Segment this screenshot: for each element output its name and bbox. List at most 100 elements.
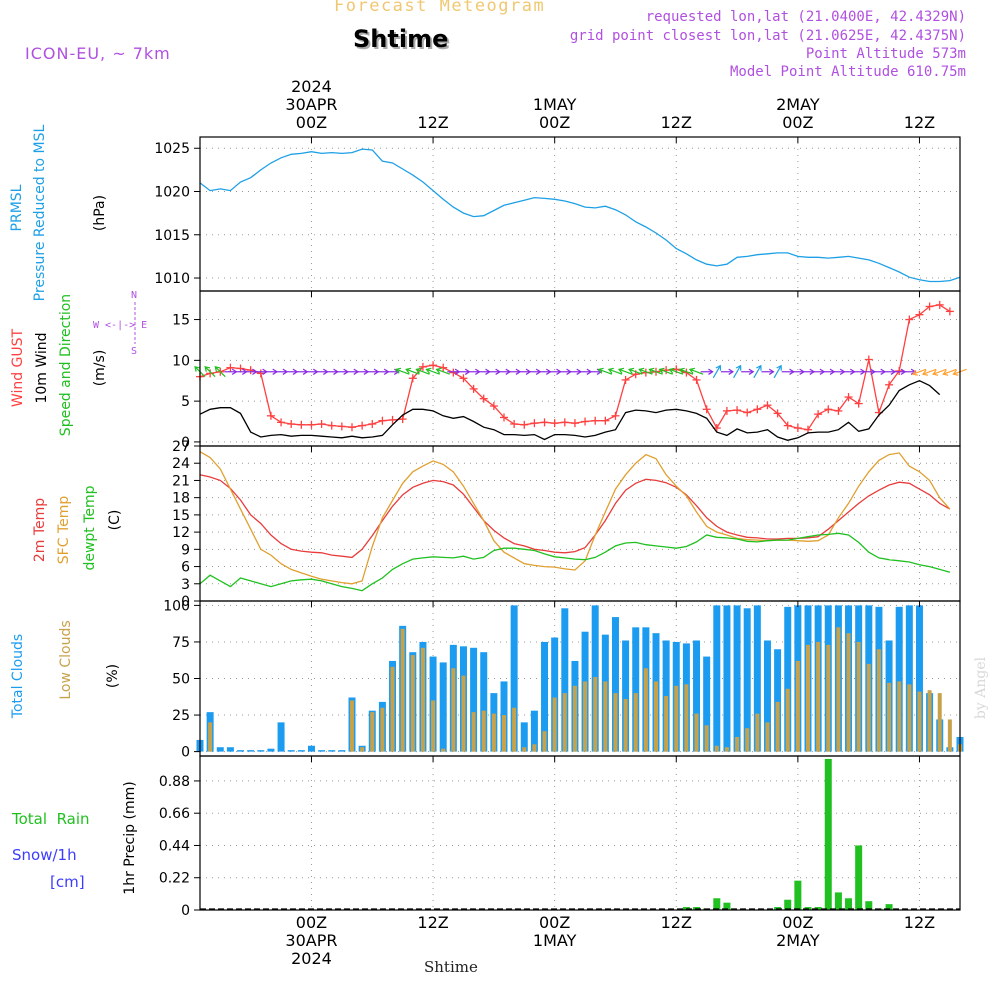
arrow-head: [708, 368, 714, 375]
low-cloud-bar: [451, 668, 456, 752]
wind-direction-arrow: [638, 367, 653, 375]
gust-marker: [520, 420, 529, 429]
top-hour-label: 00Z: [782, 113, 813, 132]
wind-direction-arrow: [942, 368, 957, 376]
gust-marker: [753, 405, 762, 414]
arrow-shaft: [426, 368, 440, 375]
rain-bar: [723, 902, 731, 910]
y-tick-label: 27: [172, 439, 190, 455]
total-cloud-bar: [237, 750, 245, 752]
gust-marker: [378, 416, 387, 425]
arrow-head: [932, 369, 939, 376]
total-cloud-bar: [277, 722, 285, 752]
total-cloud-bar: [784, 606, 792, 752]
y-tick-label: 1020: [154, 185, 190, 201]
arrow-shaft: [436, 368, 450, 375]
y-tick-label: 10: [172, 353, 190, 369]
gust-marker: [814, 410, 823, 419]
rain-bar: [885, 904, 893, 910]
gust-marker: [905, 315, 914, 324]
rain-bar: [845, 898, 853, 910]
low-cloud-bar: [623, 698, 628, 752]
top-hour-label: 12Z: [417, 113, 448, 132]
top-hour-label: 12Z: [661, 113, 692, 132]
gust-marker: [287, 419, 296, 428]
gust-marker: [297, 420, 306, 429]
series-line-2m-temp: [199, 474, 951, 559]
gust-marker: [824, 405, 833, 414]
gust-marker: [783, 421, 792, 430]
panel-frames: [199, 136, 961, 911]
gust-marker: [226, 363, 235, 372]
gust-marker: [864, 355, 873, 364]
wind-direction-arrow: [658, 367, 673, 375]
total-cloud-bar: [328, 750, 336, 752]
wind-direction-arrow: [617, 367, 633, 375]
low-cloud-bar: [643, 668, 648, 752]
gust-marker: [885, 380, 894, 389]
wind-dir-label: Speed and Direction: [58, 293, 74, 437]
low-cloud-bar: [897, 681, 902, 752]
gust-marker: [317, 419, 326, 428]
arrow-head: [776, 364, 782, 371]
low-cloud-bar: [917, 691, 922, 752]
wind-direction-arrow: [597, 367, 613, 375]
low-cloud-bar: [745, 728, 750, 752]
low-cloud-bar: [836, 627, 841, 752]
gust-marker: [560, 418, 569, 427]
arrow-head: [735, 364, 742, 371]
low-cloud-bar: [684, 684, 689, 752]
gust-marker: [368, 419, 377, 428]
total-cloud-bar: [551, 637, 559, 752]
gust-marker: [489, 402, 498, 411]
wind-direction-arrow: [921, 368, 937, 376]
low-cloud-bar: [420, 647, 425, 752]
gust-marker: [895, 366, 904, 375]
gust-marker: [773, 409, 782, 418]
temp-2m-label: 2m Temp: [32, 497, 48, 563]
total-cloud-bar: [905, 605, 913, 752]
gust-marker: [500, 413, 508, 422]
gust-marker: [763, 401, 772, 410]
top-date-label: 30APR: [285, 95, 337, 114]
total-cloud-bar: [338, 750, 346, 752]
low-cloud-bar: [441, 748, 446, 752]
gust-marker: [935, 300, 944, 309]
bottom-hour-label: 00Z: [782, 913, 813, 932]
panel-frame-pressure: [199, 136, 961, 292]
arrow-head: [921, 369, 929, 376]
gust-marker: [206, 369, 215, 378]
y-tick-label: 25: [172, 708, 190, 724]
arrow-head: [756, 364, 762, 371]
gust-marker: [854, 399, 863, 408]
low-cloud-bar: [826, 644, 831, 752]
bottom-date-label: 30APR: [285, 931, 337, 950]
total-cloud-bar: [743, 608, 751, 752]
arrow-head: [952, 369, 959, 376]
gust-marker: [692, 375, 701, 384]
low-cloud-bar: [431, 700, 436, 752]
low-cloud-bar: [806, 644, 810, 752]
arrow-head: [678, 367, 685, 374]
gust-marker: [733, 406, 742, 415]
arrow-shaft: [659, 368, 673, 375]
total-cloud-bar: [257, 750, 265, 752]
total-cloud-bar: [611, 617, 619, 752]
compass-south: S: [131, 346, 138, 357]
arrow-shaft: [204, 366, 216, 378]
wind-direction-arrow: [678, 367, 694, 375]
gust-marker: [945, 307, 954, 316]
arrow-head: [405, 367, 412, 374]
arrow-shaft: [395, 368, 410, 375]
series-line-sfc-temp: [199, 451, 951, 585]
gust-marker: [722, 406, 731, 415]
tick-labels: 1010101510201025051015036912151821242702…: [134, 77, 935, 968]
low-cloud-bar: [735, 736, 740, 752]
low-cloud-bar: [471, 712, 476, 752]
gust-marker: [611, 411, 620, 420]
gust-marker: [834, 406, 843, 415]
gust-marker: [266, 411, 275, 420]
arrow-shaft: [773, 365, 782, 379]
gust-marker: [530, 419, 539, 428]
total-cloud-bar: [541, 641, 549, 752]
